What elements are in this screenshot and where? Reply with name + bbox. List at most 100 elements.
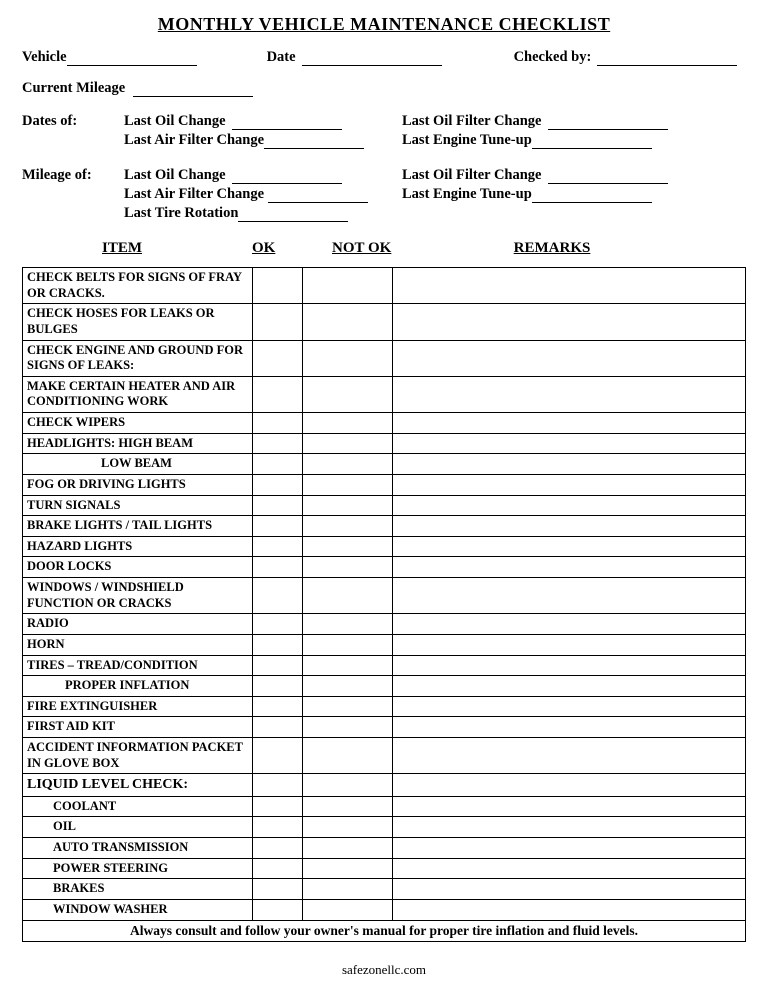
ok-cell[interactable] [253, 717, 303, 738]
ok-cell[interactable] [253, 614, 303, 635]
notok-cell[interactable] [303, 268, 393, 304]
ok-cell[interactable] [253, 454, 303, 475]
notok-cell[interactable] [303, 433, 393, 454]
remarks-cell[interactable] [393, 578, 746, 614]
notok-cell[interactable] [303, 304, 393, 340]
notok-cell[interactable] [303, 817, 393, 838]
notok-cell[interactable] [303, 655, 393, 676]
ok-cell[interactable] [253, 796, 303, 817]
remarks-cell[interactable] [393, 474, 746, 495]
notok-cell[interactable] [303, 474, 393, 495]
ok-cell[interactable] [253, 899, 303, 920]
ok-cell[interactable] [253, 268, 303, 304]
remarks-cell[interactable] [393, 376, 746, 412]
ok-cell[interactable] [253, 634, 303, 655]
remarks-cell[interactable] [393, 536, 746, 557]
notok-cell[interactable] [303, 717, 393, 738]
blank-m-tire-rotation[interactable] [238, 208, 348, 222]
remarks-cell[interactable] [393, 614, 746, 635]
ok-cell[interactable] [253, 879, 303, 900]
notok-cell[interactable] [303, 676, 393, 697]
notok-cell[interactable] [303, 634, 393, 655]
notok-cell[interactable] [303, 516, 393, 537]
remarks-cell[interactable] [393, 676, 746, 697]
blank-current-mileage[interactable] [133, 83, 253, 97]
notok-cell[interactable] [303, 495, 393, 516]
blank-m-oil-change[interactable] [232, 170, 342, 184]
blank-m-oil-filter[interactable] [548, 170, 668, 184]
ok-cell[interactable] [253, 858, 303, 879]
ok-cell[interactable] [253, 557, 303, 578]
ok-cell[interactable] [253, 340, 303, 376]
blank-date-tuneup[interactable] [532, 135, 652, 149]
blank-date-air-filter[interactable] [264, 135, 364, 149]
checklist-table: CHECK BELTS FOR SIGNS OF FRAY OR CRACKS.… [22, 267, 746, 942]
notok-cell[interactable] [303, 738, 393, 774]
item-cell: POWER STEERING [23, 858, 253, 879]
notok-cell[interactable] [303, 376, 393, 412]
ok-cell[interactable] [253, 696, 303, 717]
remarks-cell[interactable] [393, 838, 746, 859]
ok-cell[interactable] [253, 433, 303, 454]
ok-cell[interactable] [253, 774, 303, 797]
ok-cell[interactable] [253, 413, 303, 434]
ok-cell[interactable] [253, 516, 303, 537]
remarks-cell[interactable] [393, 858, 746, 879]
ok-cell[interactable] [253, 676, 303, 697]
notok-cell[interactable] [303, 696, 393, 717]
remarks-cell[interactable] [393, 516, 746, 537]
remarks-cell[interactable] [393, 454, 746, 475]
remarks-cell[interactable] [393, 413, 746, 434]
ok-cell[interactable] [253, 474, 303, 495]
item-cell: RADIO [23, 614, 253, 635]
remarks-cell[interactable] [393, 899, 746, 920]
ok-cell[interactable] [253, 304, 303, 340]
blank-date[interactable] [302, 52, 442, 66]
remarks-cell[interactable] [393, 433, 746, 454]
notok-cell[interactable] [303, 796, 393, 817]
remarks-cell[interactable] [393, 817, 746, 838]
blank-date-oil-change[interactable] [232, 116, 342, 130]
remarks-cell[interactable] [393, 495, 746, 516]
ok-cell[interactable] [253, 655, 303, 676]
blank-date-oil-filter[interactable] [548, 116, 668, 130]
ok-cell[interactable] [253, 536, 303, 557]
remarks-cell[interactable] [393, 634, 746, 655]
ok-cell[interactable] [253, 817, 303, 838]
remarks-cell[interactable] [393, 717, 746, 738]
notok-cell[interactable] [303, 557, 393, 578]
ok-cell[interactable] [253, 838, 303, 859]
notok-cell[interactable] [303, 858, 393, 879]
notok-cell[interactable] [303, 536, 393, 557]
ok-cell[interactable] [253, 376, 303, 412]
label-last-oil-filter: Last Oil Filter Change [402, 113, 542, 130]
remarks-cell[interactable] [393, 774, 746, 797]
notok-cell[interactable] [303, 454, 393, 475]
notok-cell[interactable] [303, 838, 393, 859]
notok-cell[interactable] [303, 899, 393, 920]
remarks-cell[interactable] [393, 304, 746, 340]
blank-m-air-filter[interactable] [268, 189, 368, 203]
blank-m-tuneup[interactable] [532, 189, 652, 203]
table-row: WINDOW WASHER [23, 899, 746, 920]
remarks-cell[interactable] [393, 796, 746, 817]
remarks-cell[interactable] [393, 268, 746, 304]
notok-cell[interactable] [303, 413, 393, 434]
remarks-cell[interactable] [393, 655, 746, 676]
notok-cell[interactable] [303, 774, 393, 797]
table-row: BRAKE LIGHTS / TAIL LIGHTS [23, 516, 746, 537]
ok-cell[interactable] [253, 738, 303, 774]
remarks-cell[interactable] [393, 879, 746, 900]
blank-vehicle[interactable] [67, 52, 197, 66]
remarks-cell[interactable] [393, 557, 746, 578]
notok-cell[interactable] [303, 340, 393, 376]
remarks-cell[interactable] [393, 696, 746, 717]
notok-cell[interactable] [303, 578, 393, 614]
notok-cell[interactable] [303, 879, 393, 900]
ok-cell[interactable] [253, 495, 303, 516]
remarks-cell[interactable] [393, 340, 746, 376]
blank-checked-by[interactable] [597, 52, 737, 66]
notok-cell[interactable] [303, 614, 393, 635]
remarks-cell[interactable] [393, 738, 746, 774]
ok-cell[interactable] [253, 578, 303, 614]
